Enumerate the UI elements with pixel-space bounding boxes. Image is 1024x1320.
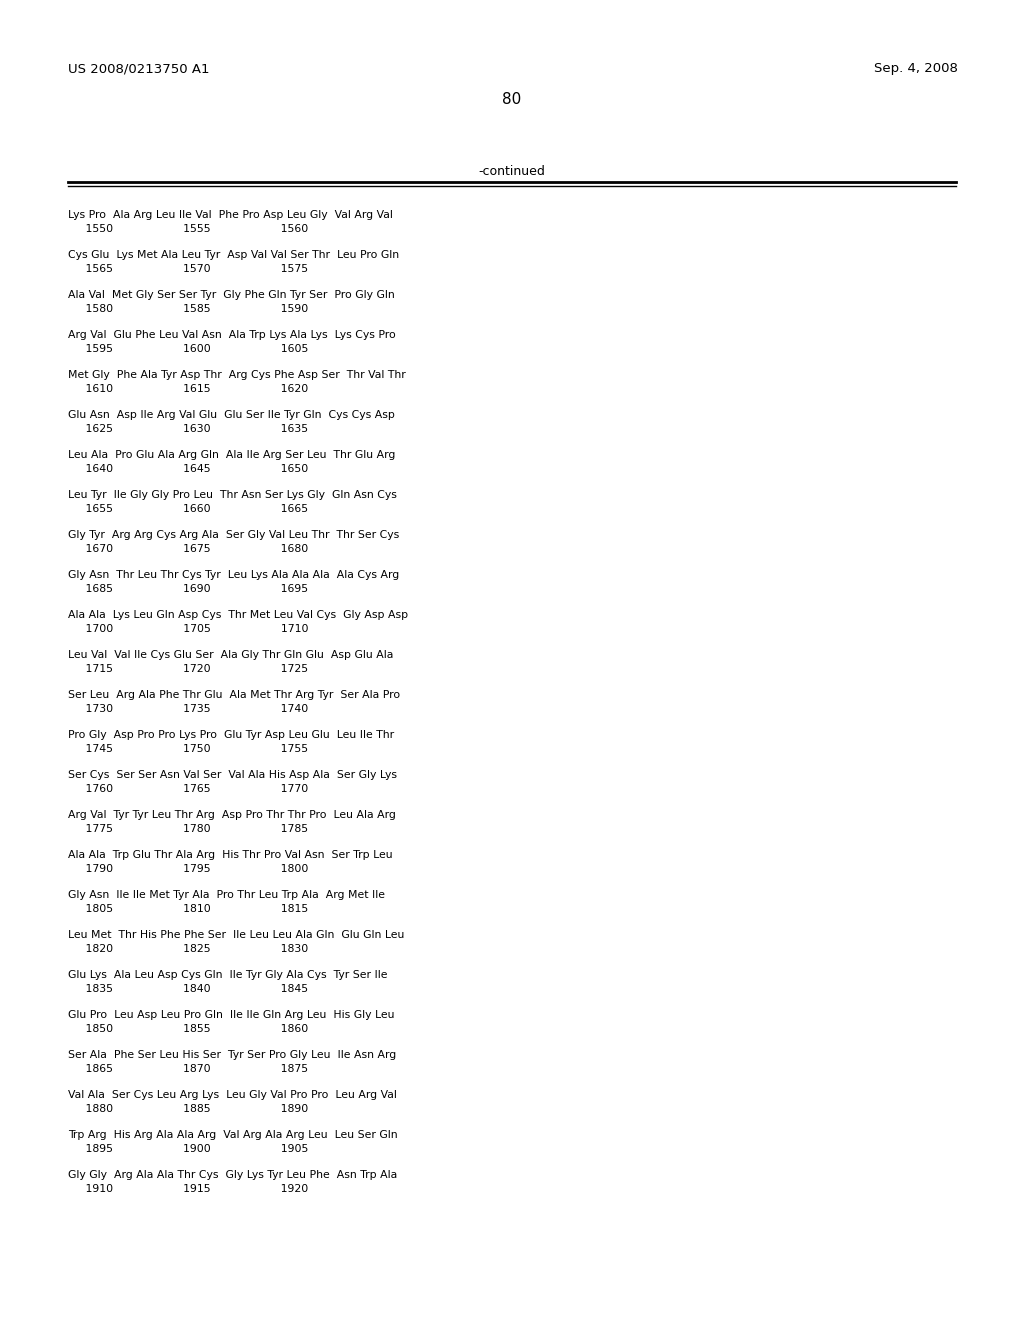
Text: Arg Val  Glu Phe Leu Val Asn  Ala Trp Lys Ala Lys  Lys Cys Pro: Arg Val Glu Phe Leu Val Asn Ala Trp Lys … [68, 330, 395, 341]
Text: 1595                    1600                    1605: 1595 1600 1605 [68, 345, 308, 354]
Text: 1865                    1870                    1875: 1865 1870 1875 [68, 1064, 308, 1074]
Text: Ala Ala  Trp Glu Thr Ala Arg  His Thr Pro Val Asn  Ser Trp Leu: Ala Ala Trp Glu Thr Ala Arg His Thr Pro … [68, 850, 392, 861]
Text: Gly Asn  Thr Leu Thr Cys Tyr  Leu Lys Ala Ala Ala  Ala Cys Arg: Gly Asn Thr Leu Thr Cys Tyr Leu Lys Ala … [68, 570, 399, 579]
Text: 1745                    1750                    1755: 1745 1750 1755 [68, 744, 308, 754]
Text: Glu Pro  Leu Asp Leu Pro Gln  Ile Ile Gln Arg Leu  His Gly Leu: Glu Pro Leu Asp Leu Pro Gln Ile Ile Gln … [68, 1010, 394, 1020]
Text: 1640                    1645                    1650: 1640 1645 1650 [68, 465, 308, 474]
Text: Glu Lys  Ala Leu Asp Cys Gln  Ile Tyr Gly Ala Cys  Tyr Ser Ile: Glu Lys Ala Leu Asp Cys Gln Ile Tyr Gly … [68, 970, 387, 979]
Text: 1895                    1900                    1905: 1895 1900 1905 [68, 1144, 308, 1154]
Text: 1670                    1675                    1680: 1670 1675 1680 [68, 544, 308, 554]
Text: 1820                    1825                    1830: 1820 1825 1830 [68, 944, 308, 954]
Text: Trp Arg  His Arg Ala Ala Arg  Val Arg Ala Arg Leu  Leu Ser Gln: Trp Arg His Arg Ala Ala Arg Val Arg Ala … [68, 1130, 397, 1140]
Text: Sep. 4, 2008: Sep. 4, 2008 [874, 62, 958, 75]
Text: Gly Asn  Ile Ile Met Tyr Ala  Pro Thr Leu Trp Ala  Arg Met Ile: Gly Asn Ile Ile Met Tyr Ala Pro Thr Leu … [68, 890, 385, 900]
Text: 1565                    1570                    1575: 1565 1570 1575 [68, 264, 308, 275]
Text: 1685                    1690                    1695: 1685 1690 1695 [68, 583, 308, 594]
Text: Lys Pro  Ala Arg Leu Ile Val  Phe Pro Asp Leu Gly  Val Arg Val: Lys Pro Ala Arg Leu Ile Val Phe Pro Asp … [68, 210, 393, 220]
Text: Arg Val  Tyr Tyr Leu Thr Arg  Asp Pro Thr Thr Pro  Leu Ala Arg: Arg Val Tyr Tyr Leu Thr Arg Asp Pro Thr … [68, 810, 396, 820]
Text: -continued: -continued [478, 165, 546, 178]
Text: Ser Ala  Phe Ser Leu His Ser  Tyr Ser Pro Gly Leu  Ile Asn Arg: Ser Ala Phe Ser Leu His Ser Tyr Ser Pro … [68, 1049, 396, 1060]
Text: Leu Val  Val Ile Cys Glu Ser  Ala Gly Thr Gln Glu  Asp Glu Ala: Leu Val Val Ile Cys Glu Ser Ala Gly Thr … [68, 649, 393, 660]
Text: US 2008/0213750 A1: US 2008/0213750 A1 [68, 62, 210, 75]
Text: 1835                    1840                    1845: 1835 1840 1845 [68, 983, 308, 994]
Text: Ser Leu  Arg Ala Phe Thr Glu  Ala Met Thr Arg Tyr  Ser Ala Pro: Ser Leu Arg Ala Phe Thr Glu Ala Met Thr … [68, 690, 400, 700]
Text: 1550                    1555                    1560: 1550 1555 1560 [68, 224, 308, 234]
Text: 1790                    1795                    1800: 1790 1795 1800 [68, 865, 308, 874]
Text: 1655                    1660                    1665: 1655 1660 1665 [68, 504, 308, 513]
Text: 1910                    1915                    1920: 1910 1915 1920 [68, 1184, 308, 1195]
Text: 1880                    1885                    1890: 1880 1885 1890 [68, 1104, 308, 1114]
Text: Leu Tyr  Ile Gly Gly Pro Leu  Thr Asn Ser Lys Gly  Gln Asn Cys: Leu Tyr Ile Gly Gly Pro Leu Thr Asn Ser … [68, 490, 397, 500]
Text: 1760                    1765                    1770: 1760 1765 1770 [68, 784, 308, 795]
Text: Ala Ala  Lys Leu Gln Asp Cys  Thr Met Leu Val Cys  Gly Asp Asp: Ala Ala Lys Leu Gln Asp Cys Thr Met Leu … [68, 610, 409, 620]
Text: 1700                    1705                    1710: 1700 1705 1710 [68, 624, 308, 634]
Text: Glu Asn  Asp Ile Arg Val Glu  Glu Ser Ile Tyr Gln  Cys Cys Asp: Glu Asn Asp Ile Arg Val Glu Glu Ser Ile … [68, 411, 395, 420]
Text: Leu Met  Thr His Phe Phe Ser  Ile Leu Leu Ala Gln  Glu Gln Leu: Leu Met Thr His Phe Phe Ser Ile Leu Leu … [68, 931, 404, 940]
Text: 1580                    1585                    1590: 1580 1585 1590 [68, 304, 308, 314]
Text: 1730                    1735                    1740: 1730 1735 1740 [68, 704, 308, 714]
Text: Gly Tyr  Arg Arg Cys Arg Ala  Ser Gly Val Leu Thr  Thr Ser Cys: Gly Tyr Arg Arg Cys Arg Ala Ser Gly Val … [68, 531, 399, 540]
Text: Gly Gly  Arg Ala Ala Thr Cys  Gly Lys Tyr Leu Phe  Asn Trp Ala: Gly Gly Arg Ala Ala Thr Cys Gly Lys Tyr … [68, 1170, 397, 1180]
Text: Ala Val  Met Gly Ser Ser Tyr  Gly Phe Gln Tyr Ser  Pro Gly Gln: Ala Val Met Gly Ser Ser Tyr Gly Phe Gln … [68, 290, 394, 300]
Text: 1850                    1855                    1860: 1850 1855 1860 [68, 1024, 308, 1034]
Text: Met Gly  Phe Ala Tyr Asp Thr  Arg Cys Phe Asp Ser  Thr Val Thr: Met Gly Phe Ala Tyr Asp Thr Arg Cys Phe … [68, 370, 406, 380]
Text: 80: 80 [503, 92, 521, 107]
Text: 1610                    1615                    1620: 1610 1615 1620 [68, 384, 308, 393]
Text: Pro Gly  Asp Pro Pro Lys Pro  Glu Tyr Asp Leu Glu  Leu Ile Thr: Pro Gly Asp Pro Pro Lys Pro Glu Tyr Asp … [68, 730, 394, 741]
Text: 1805                    1810                    1815: 1805 1810 1815 [68, 904, 308, 913]
Text: Cys Glu  Lys Met Ala Leu Tyr  Asp Val Val Ser Thr  Leu Pro Gln: Cys Glu Lys Met Ala Leu Tyr Asp Val Val … [68, 249, 399, 260]
Text: Ser Cys  Ser Ser Asn Val Ser  Val Ala His Asp Ala  Ser Gly Lys: Ser Cys Ser Ser Asn Val Ser Val Ala His … [68, 770, 397, 780]
Text: 1715                    1720                    1725: 1715 1720 1725 [68, 664, 308, 675]
Text: 1625                    1630                    1635: 1625 1630 1635 [68, 424, 308, 434]
Text: Val Ala  Ser Cys Leu Arg Lys  Leu Gly Val Pro Pro  Leu Arg Val: Val Ala Ser Cys Leu Arg Lys Leu Gly Val … [68, 1090, 397, 1100]
Text: 1775                    1780                    1785: 1775 1780 1785 [68, 824, 308, 834]
Text: Leu Ala  Pro Glu Ala Arg Gln  Ala Ile Arg Ser Leu  Thr Glu Arg: Leu Ala Pro Glu Ala Arg Gln Ala Ile Arg … [68, 450, 395, 459]
